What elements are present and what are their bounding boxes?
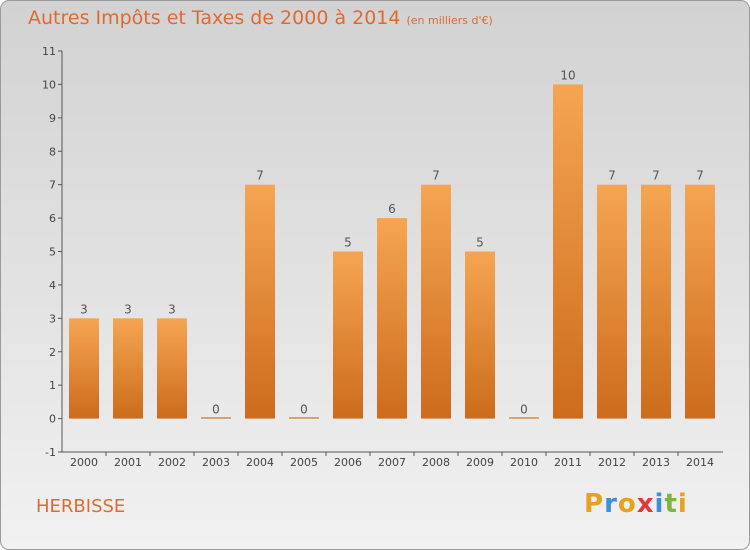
- data-label-2002: 3: [168, 302, 176, 316]
- data-label-2007: 6: [388, 202, 396, 216]
- title-text: Autres Impôts et Taxes de 2000 à 2014: [28, 7, 401, 29]
- bar-2008: [421, 184, 451, 419]
- logo-letter: i: [654, 489, 665, 519]
- chart-title: Autres Impôts et Taxes de 2000 à 2014 (en…: [28, 7, 493, 29]
- bar-2004: [245, 184, 275, 419]
- x-tick-label-2014: 2014: [686, 456, 714, 469]
- logo-letter: t: [664, 489, 678, 519]
- data-label-2009: 5: [476, 236, 484, 250]
- x-tick-label-2001: 2001: [114, 456, 142, 469]
- y-tick-label: 3: [49, 312, 56, 325]
- data-label-2011: 10: [560, 68, 575, 82]
- x-tick-label-2010: 2010: [510, 456, 538, 469]
- data-label-2008: 7: [432, 169, 440, 183]
- place-name: HERBISSE: [36, 496, 126, 517]
- x-tick-label-2007: 2007: [378, 456, 406, 469]
- x-tick-label-2002: 2002: [158, 456, 186, 469]
- y-tick-label: 5: [49, 246, 56, 259]
- data-label-2013: 7: [652, 169, 660, 183]
- x-tick-label-2012: 2012: [598, 456, 626, 469]
- bars-layer: 3 3 3 0 7 0 5 6 7 5 0 10 7 7 7: [69, 68, 715, 419]
- logo-letter: r: [604, 489, 618, 519]
- x-tick-label-2006: 2006: [334, 456, 362, 469]
- x-tick-label-2005: 2005: [290, 456, 318, 469]
- data-label-2010: 0: [520, 403, 528, 417]
- title-unit: (en milliers d'€): [406, 14, 493, 27]
- logo-letter: o: [617, 489, 637, 519]
- x-tick-label-2004: 2004: [246, 456, 274, 469]
- y-tick-label: -1: [45, 446, 56, 459]
- data-label-2014: 7: [696, 169, 704, 183]
- data-label-2006: 5: [344, 236, 352, 250]
- y-tick-label: 1: [49, 379, 56, 392]
- bar-2009: [465, 251, 495, 419]
- y-tick-label: 11: [42, 45, 56, 58]
- logo-letter: P: [584, 489, 605, 519]
- bar-2011: [553, 84, 583, 419]
- x-tick-label-2009: 2009: [466, 456, 494, 469]
- bar-2000: [69, 318, 99, 419]
- y-tick-label: 2: [49, 346, 56, 359]
- x-tick-label-2003: 2003: [202, 456, 230, 469]
- logo-letter: x: [636, 489, 655, 519]
- bar-2002: [157, 318, 187, 419]
- y-tick-label: 8: [49, 145, 56, 158]
- x-tick-label-2013: 2013: [642, 456, 670, 469]
- proxiti-logo[interactable]: Proxiti: [584, 489, 688, 519]
- y-tick-label: 10: [42, 78, 56, 91]
- bar-2005: [289, 417, 319, 419]
- x-tick-label-2011: 2011: [554, 456, 582, 469]
- y-tick-label: 6: [49, 212, 56, 225]
- y-tick-label: 4: [49, 279, 56, 292]
- x-tick-label-2000: 2000: [70, 456, 98, 469]
- data-label-2000: 3: [80, 302, 88, 316]
- bar-2007: [377, 218, 407, 419]
- data-label-2005: 0: [300, 403, 308, 417]
- data-label-2012: 7: [608, 169, 616, 183]
- axes-layer: -1 0 1 2 3 4 5 6 7 8 9 10 11 2000 2001 2002 2003 2004 2005…: [42, 45, 723, 469]
- bar-2014: [685, 184, 715, 419]
- data-label-2001: 3: [124, 302, 132, 316]
- x-tick-label-2008: 2008: [422, 456, 450, 469]
- y-tick-label: 9: [49, 112, 56, 125]
- bar-2001: [113, 318, 143, 419]
- bar-2012: [597, 184, 627, 419]
- data-label-2004: 7: [256, 169, 264, 183]
- y-tick-label: 7: [49, 179, 56, 192]
- bar-2003: [201, 417, 231, 419]
- bar-2010: [509, 417, 539, 419]
- logo-letter: i: [677, 489, 688, 519]
- bar-2013: [641, 184, 671, 419]
- bar-2006: [333, 251, 363, 419]
- y-tick-label: 0: [49, 413, 56, 426]
- data-label-2003: 0: [212, 403, 220, 417]
